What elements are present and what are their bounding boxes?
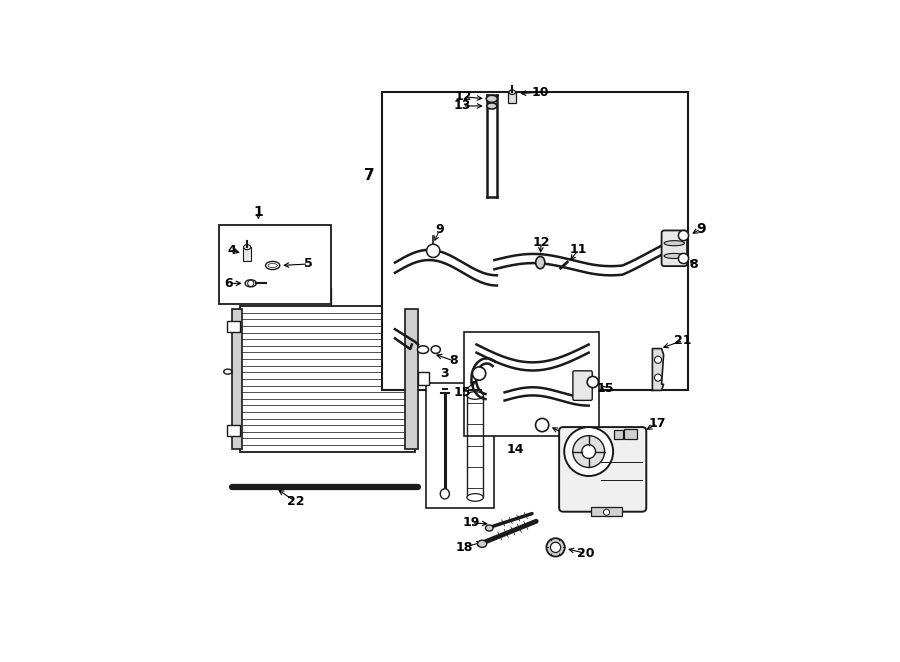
Circle shape [679, 254, 688, 263]
Bar [426, 383, 494, 508]
Bar [232, 308, 242, 449]
Bar [614, 430, 624, 439]
Text: 17: 17 [649, 417, 666, 430]
Circle shape [427, 244, 440, 258]
Ellipse shape [536, 256, 544, 269]
Ellipse shape [268, 263, 277, 267]
Circle shape [546, 538, 564, 557]
Ellipse shape [664, 241, 685, 246]
Bar [219, 224, 331, 304]
Ellipse shape [418, 346, 428, 354]
Ellipse shape [431, 346, 440, 354]
Ellipse shape [224, 369, 232, 374]
Text: 12: 12 [533, 236, 550, 249]
Bar [418, 372, 429, 385]
Ellipse shape [485, 525, 493, 531]
Bar [625, 428, 637, 439]
Circle shape [472, 367, 486, 380]
Text: 3: 3 [440, 367, 449, 380]
Circle shape [536, 418, 549, 432]
Circle shape [564, 427, 613, 476]
Text: 5: 5 [304, 258, 312, 271]
Circle shape [604, 509, 609, 515]
Ellipse shape [266, 261, 280, 269]
Text: 15: 15 [454, 386, 472, 399]
Ellipse shape [244, 244, 251, 250]
Bar [464, 332, 598, 436]
Ellipse shape [664, 254, 685, 258]
Text: 12: 12 [455, 90, 472, 103]
Bar [227, 425, 239, 436]
Ellipse shape [467, 392, 483, 399]
Text: 2: 2 [471, 367, 480, 380]
Circle shape [248, 280, 254, 287]
Circle shape [551, 542, 561, 553]
Text: 6: 6 [224, 277, 232, 290]
Text: 18: 18 [455, 541, 472, 554]
Text: 16: 16 [556, 428, 574, 441]
Text: 7: 7 [364, 168, 374, 183]
Text: 8: 8 [449, 354, 458, 367]
FancyBboxPatch shape [559, 427, 646, 512]
Text: 10: 10 [532, 85, 549, 99]
FancyBboxPatch shape [573, 371, 592, 401]
Bar [382, 92, 688, 391]
Bar [239, 307, 416, 451]
Bar [508, 91, 517, 103]
Circle shape [587, 377, 599, 388]
Text: 15: 15 [596, 382, 614, 395]
Ellipse shape [487, 103, 497, 109]
Bar [243, 247, 251, 261]
Bar [405, 308, 418, 449]
Text: 8: 8 [688, 258, 698, 271]
Circle shape [581, 445, 596, 458]
Ellipse shape [467, 494, 483, 501]
Text: 22: 22 [287, 495, 304, 508]
FancyBboxPatch shape [662, 230, 687, 266]
Polygon shape [652, 349, 663, 391]
Ellipse shape [245, 280, 256, 287]
Text: 20: 20 [578, 547, 595, 560]
Text: 9: 9 [696, 222, 706, 236]
Ellipse shape [440, 489, 449, 499]
Circle shape [654, 374, 662, 381]
Bar [591, 507, 622, 516]
Ellipse shape [486, 95, 498, 103]
Circle shape [679, 230, 688, 241]
Circle shape [572, 436, 605, 467]
Text: 1: 1 [254, 205, 263, 219]
Bar [227, 320, 239, 332]
Text: 14: 14 [507, 442, 524, 455]
Text: 11: 11 [570, 244, 587, 256]
Circle shape [654, 356, 662, 363]
Ellipse shape [478, 540, 487, 547]
Text: 9: 9 [435, 223, 444, 236]
Ellipse shape [508, 90, 516, 95]
Text: 21: 21 [674, 334, 692, 347]
Text: 4: 4 [228, 244, 236, 257]
Text: 19: 19 [463, 516, 480, 530]
Text: 13: 13 [454, 99, 471, 113]
